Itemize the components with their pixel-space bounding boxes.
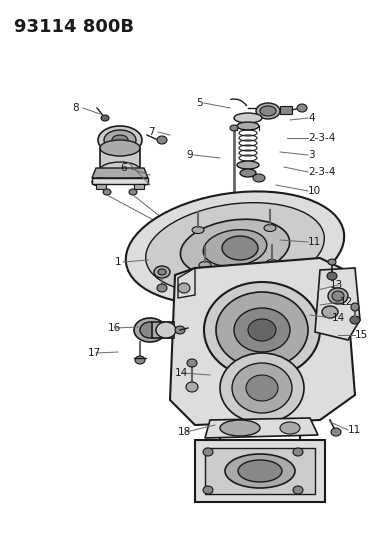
Ellipse shape <box>100 162 140 178</box>
Text: 10: 10 <box>308 186 321 196</box>
Ellipse shape <box>134 318 166 342</box>
Ellipse shape <box>222 236 258 260</box>
Ellipse shape <box>154 266 170 278</box>
Ellipse shape <box>332 291 344 301</box>
Ellipse shape <box>297 104 307 112</box>
Text: 18: 18 <box>178 427 191 437</box>
Ellipse shape <box>328 288 348 304</box>
Ellipse shape <box>101 115 109 121</box>
Ellipse shape <box>220 353 304 423</box>
Ellipse shape <box>256 103 280 119</box>
Text: 4: 4 <box>308 113 315 123</box>
Polygon shape <box>205 418 318 438</box>
Ellipse shape <box>230 229 238 235</box>
Bar <box>195 440 325 502</box>
Text: 6: 6 <box>120 163 127 173</box>
Ellipse shape <box>220 420 260 436</box>
Ellipse shape <box>103 189 111 195</box>
Ellipse shape <box>246 375 278 401</box>
Ellipse shape <box>203 230 267 266</box>
Text: 7: 7 <box>148 127 155 137</box>
Ellipse shape <box>98 126 142 154</box>
Bar <box>152 322 174 338</box>
Ellipse shape <box>135 356 145 364</box>
Ellipse shape <box>331 428 341 436</box>
Ellipse shape <box>327 272 337 280</box>
Bar <box>100 148 140 170</box>
Text: 17: 17 <box>88 348 101 358</box>
Bar <box>92 178 148 184</box>
Polygon shape <box>178 268 195 298</box>
Polygon shape <box>92 168 148 178</box>
Ellipse shape <box>232 363 292 413</box>
Ellipse shape <box>260 106 276 116</box>
Ellipse shape <box>230 125 238 131</box>
Ellipse shape <box>175 326 185 334</box>
Text: 13: 13 <box>330 280 343 290</box>
Ellipse shape <box>157 284 167 292</box>
Ellipse shape <box>104 130 136 150</box>
Ellipse shape <box>293 448 303 456</box>
Ellipse shape <box>126 191 344 304</box>
Text: 14: 14 <box>332 313 345 323</box>
Ellipse shape <box>186 382 198 392</box>
Ellipse shape <box>237 122 259 130</box>
Bar <box>205 448 315 494</box>
Ellipse shape <box>187 359 197 367</box>
Text: 5: 5 <box>196 98 203 108</box>
Bar <box>134 184 144 189</box>
Text: 11: 11 <box>308 237 321 247</box>
Ellipse shape <box>322 306 338 318</box>
Text: 1: 1 <box>115 257 122 267</box>
Text: 15: 15 <box>355 330 368 340</box>
Ellipse shape <box>156 322 176 338</box>
Polygon shape <box>170 258 355 425</box>
Ellipse shape <box>264 224 276 231</box>
Ellipse shape <box>203 448 213 456</box>
Bar <box>96 184 106 189</box>
Ellipse shape <box>146 203 324 293</box>
Ellipse shape <box>180 219 290 277</box>
Ellipse shape <box>204 282 320 378</box>
Ellipse shape <box>100 140 140 156</box>
Ellipse shape <box>240 169 256 177</box>
Ellipse shape <box>216 292 308 368</box>
Ellipse shape <box>253 174 265 182</box>
Ellipse shape <box>132 178 148 186</box>
Ellipse shape <box>112 135 128 145</box>
Text: 8: 8 <box>72 103 78 113</box>
Ellipse shape <box>266 260 278 266</box>
Ellipse shape <box>192 227 204 233</box>
Ellipse shape <box>248 319 276 341</box>
Ellipse shape <box>351 303 359 311</box>
Ellipse shape <box>280 422 300 434</box>
Ellipse shape <box>237 161 259 169</box>
Bar <box>280 106 292 114</box>
Ellipse shape <box>293 486 303 494</box>
Text: 9: 9 <box>186 150 193 160</box>
Text: 2-3-4: 2-3-4 <box>308 167 335 177</box>
Ellipse shape <box>234 113 262 123</box>
Ellipse shape <box>199 262 211 269</box>
Text: 3: 3 <box>308 150 315 160</box>
Ellipse shape <box>140 322 160 338</box>
Text: 14: 14 <box>175 368 188 378</box>
Polygon shape <box>315 268 360 340</box>
Text: 2-3-4: 2-3-4 <box>308 133 335 143</box>
Ellipse shape <box>328 259 336 265</box>
Ellipse shape <box>225 454 295 488</box>
Ellipse shape <box>350 316 360 324</box>
Ellipse shape <box>92 178 108 186</box>
Ellipse shape <box>178 283 190 293</box>
Ellipse shape <box>203 486 213 494</box>
Ellipse shape <box>234 308 290 352</box>
Ellipse shape <box>238 460 282 482</box>
Text: 16: 16 <box>108 323 121 333</box>
Text: 93114 800B: 93114 800B <box>14 18 134 36</box>
Text: 12: 12 <box>340 297 353 307</box>
Ellipse shape <box>157 136 167 144</box>
Text: 11: 11 <box>348 425 361 435</box>
Ellipse shape <box>158 269 166 275</box>
Ellipse shape <box>129 189 137 195</box>
